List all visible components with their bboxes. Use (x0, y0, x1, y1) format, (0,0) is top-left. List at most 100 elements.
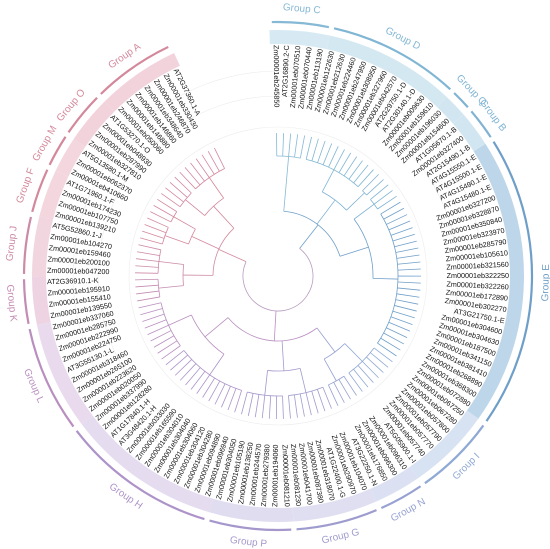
root-arc (242, 248, 314, 312)
group-c-arc (271, 20, 330, 29)
tip-branch (294, 134, 299, 158)
guide-ring (128, 126, 428, 426)
leaf-label: Zm00001eb081210 (280, 444, 291, 507)
tip-branch (370, 352, 389, 368)
group-m-band (55, 138, 86, 177)
tip-branch (179, 171, 196, 190)
tip-branch (136, 290, 160, 295)
group-d-arc (333, 27, 452, 91)
leaf-label: AT2G36910.1-K (47, 276, 99, 286)
tip-branch (397, 261, 421, 265)
group-q-label: Group Q (454, 73, 489, 108)
group-g-label: Group G (321, 527, 361, 547)
tip-branch (380, 201, 401, 215)
tip-branch (328, 384, 339, 406)
tip-branch (153, 205, 174, 218)
tip-branch (169, 182, 188, 198)
tip-branch (338, 152, 352, 173)
group-e-band (467, 143, 524, 419)
inner-branch (372, 278, 398, 280)
tip-branch (140, 237, 163, 245)
tip-branch (142, 230, 165, 239)
tip-branch (214, 383, 226, 405)
tip-branch (196, 374, 211, 394)
tip-branch (135, 272, 159, 274)
group-i-band (410, 410, 479, 479)
tip-branch (343, 156, 358, 177)
inner-branch (344, 343, 363, 362)
tip-branch (214, 147, 225, 169)
tip-branch (322, 143, 333, 165)
tip-branch (362, 174, 379, 192)
root-branch (218, 249, 247, 263)
group-p-arc (209, 519, 292, 532)
tip-branch (390, 316, 413, 325)
deep-arc (227, 317, 318, 342)
tip-branch (388, 220, 411, 231)
tip-branch (338, 379, 351, 400)
tip-branch (380, 337, 401, 351)
clade-arc (370, 199, 378, 210)
leaf-label: Zm00001eb279380 (259, 444, 272, 507)
tip-branch (161, 193, 181, 208)
deep-branch (281, 340, 285, 371)
tip-branch (343, 376, 357, 396)
tip-branch (357, 365, 374, 383)
tip-branch (396, 254, 420, 259)
tip-branch (288, 395, 291, 419)
inner-arc (188, 228, 196, 245)
tip-branch (373, 190, 393, 205)
tip-branch (140, 308, 163, 316)
inner-branch (173, 216, 196, 230)
tip-branch (153, 335, 175, 348)
group-n-arc (380, 485, 422, 510)
tip-branch (366, 179, 384, 196)
tip-branch (282, 133, 285, 157)
group-c-band (269, 30, 330, 50)
inner-branch (168, 314, 192, 326)
inner-arc (353, 218, 374, 279)
tip-branch (144, 319, 167, 329)
tip-branch (165, 350, 185, 366)
inner-branch (323, 358, 337, 382)
tip-branch (135, 265, 159, 268)
deep-branch (316, 327, 336, 353)
clade-arc (288, 386, 324, 396)
tip-branch (305, 392, 312, 416)
tip-branch (386, 214, 408, 225)
tip-branch (147, 324, 169, 335)
inner-branch (264, 370, 268, 396)
group-c-label: Group C (282, 2, 321, 16)
group-a-arc (100, 45, 169, 95)
group-h-label: Group H (107, 481, 144, 512)
tip-branch (174, 359, 193, 376)
tip-branch (135, 278, 159, 281)
tip-branch (261, 395, 266, 419)
deep-arc (212, 227, 235, 276)
tip-branch (268, 395, 272, 419)
tip-branch (386, 327, 408, 338)
tip-branch (144, 224, 167, 234)
tip-branch (328, 146, 339, 168)
leaf-label-layer: AT2G37360.1-AZm00001eb330430Zm00001eb246… (47, 45, 509, 507)
tip-branch (348, 372, 363, 392)
tip-branch (353, 164, 369, 184)
leaf-label: AT2G16890.2-C (280, 45, 291, 97)
tip-branch (161, 345, 181, 360)
tip-branch (377, 195, 397, 210)
tip-branch (305, 136, 312, 160)
tip-branch (383, 332, 405, 345)
inner-branch (158, 285, 184, 289)
group-l-arc (28, 328, 75, 428)
group-f-arc (31, 169, 49, 213)
tip-branch (397, 268, 421, 271)
tip-branch (317, 140, 326, 163)
tip-branch (227, 388, 237, 411)
clade-arc (183, 350, 242, 391)
tip-branch (136, 258, 159, 262)
group-q-band (437, 97, 464, 124)
tip-branch (397, 287, 421, 291)
leaf-label: Zm00001eb322250 (447, 271, 509, 280)
tip-branch (366, 356, 384, 373)
